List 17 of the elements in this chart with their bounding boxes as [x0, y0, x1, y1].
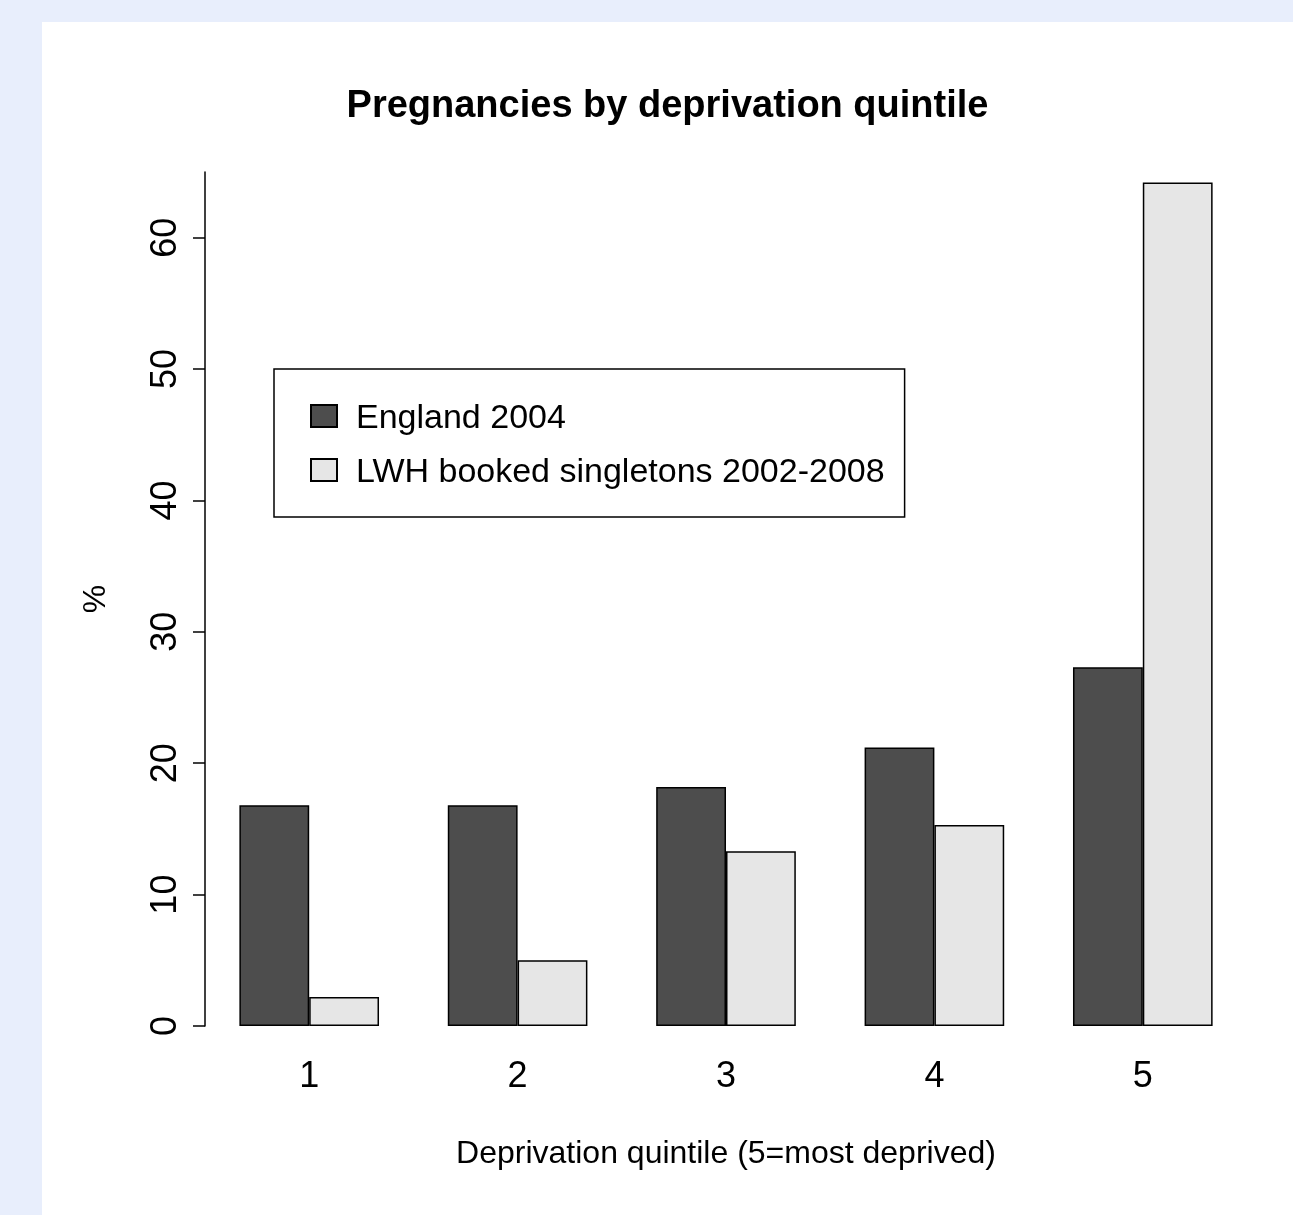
y-tick-label: 0	[142, 1015, 184, 1037]
x-tick-label: 2	[507, 1053, 528, 1095]
x-tick-label: 5	[1132, 1053, 1153, 1095]
y-tick-label: 20	[142, 743, 184, 784]
chart-title: Pregnancies by deprivation quintile	[346, 83, 989, 125]
x-tick-label: 1	[299, 1053, 320, 1095]
legend-label: England 2004	[356, 397, 566, 435]
y-axis-title: %	[76, 584, 112, 614]
x-tick-label: 3	[715, 1053, 737, 1095]
y-tick-label: 50	[142, 349, 184, 390]
y-tick-label: 10	[142, 874, 184, 915]
x-axis-title: Deprivation quintile (5=most deprived)	[456, 1134, 996, 1170]
legend-label: LWH booked singletons 2002-2008	[356, 451, 885, 489]
y-tick-label: 60	[142, 217, 184, 258]
y-tick-label: 30	[142, 611, 184, 652]
x-tick-label: 4	[924, 1053, 945, 1095]
y-tick-label: 40	[142, 480, 184, 521]
